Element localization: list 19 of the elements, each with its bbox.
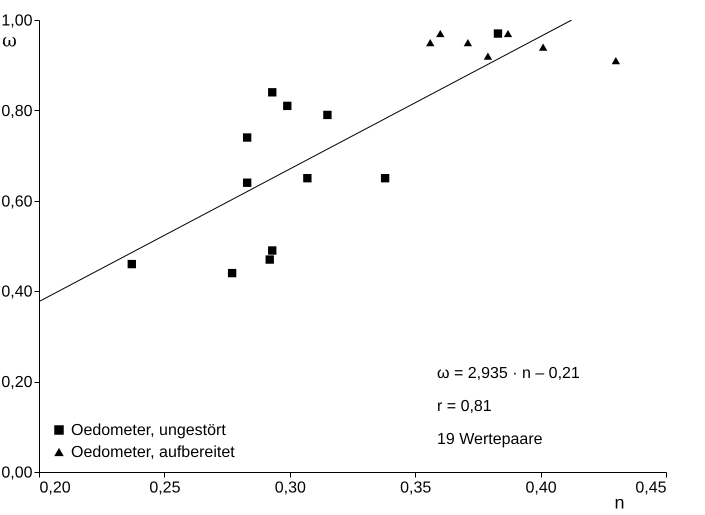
y-tick-label: 0,20 bbox=[1, 374, 33, 392]
y-tick-label: 0,60 bbox=[1, 193, 33, 210]
x-tick-label: 0,40 bbox=[526, 480, 557, 496]
y-axis-title: ω bbox=[2, 30, 17, 52]
annotation: ω = 2,935 · n – 0,21 bbox=[437, 365, 580, 382]
x-axis-title: n bbox=[614, 492, 624, 512]
y-tick-label: 1,00 bbox=[1, 12, 33, 30]
x-tick-label: 0,45 bbox=[635, 480, 667, 496]
annotation: 19 Wertepaare bbox=[437, 431, 543, 448]
legend-label: Oedometer, ungestört bbox=[71, 422, 226, 439]
y-tick-label: 0,80 bbox=[1, 102, 33, 120]
x-tick-label: 0,30 bbox=[274, 480, 306, 496]
y-tick-label: 0,40 bbox=[1, 284, 33, 301]
legend-label: Oedometer, aufbereitet bbox=[71, 444, 236, 461]
x-tick-label: 0,35 bbox=[400, 480, 432, 496]
y-tick-label: 0,00 bbox=[1, 464, 33, 482]
x-tick-label: 0,20 bbox=[40, 480, 71, 496]
annotation: r = 0,81 bbox=[437, 398, 492, 415]
x-tick-label: 0,25 bbox=[149, 480, 181, 496]
